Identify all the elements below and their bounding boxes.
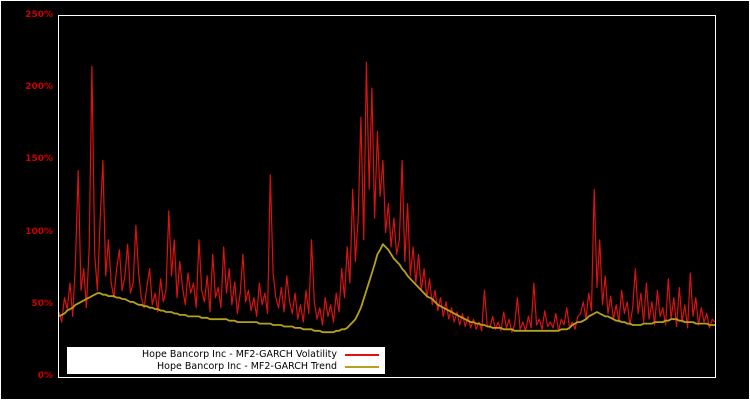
y-axis-tick-label-200: 200%: [25, 82, 53, 92]
y-axis-tick-label-150: 150%: [25, 154, 53, 164]
legend-line-volatility: [345, 353, 379, 356]
legend: Hope Bancorp Inc - MF2-GARCH Volatility …: [67, 347, 385, 374]
legend-label-trend: Hope Bancorp Inc - MF2-GARCH Trend: [157, 360, 337, 372]
plot-lines-svg: [59, 61, 715, 334]
y-axis-tick-label-50: 50%: [31, 299, 53, 309]
y-axis-tick-label-0: 0%: [37, 371, 53, 381]
y-axis-tick-label-100: 100%: [25, 227, 53, 237]
legend-label-volatility: Hope Bancorp Inc - MF2-GARCH Volatility: [141, 348, 337, 360]
plot-area: [58, 15, 716, 378]
legend-line-trend: [345, 365, 379, 368]
legend-entry-trend: Hope Bancorp Inc - MF2-GARCH Trend: [73, 361, 379, 373]
y-axis-tick-label-250: 250%: [25, 10, 53, 20]
trend-line: [59, 243, 715, 334]
legend-entry-volatility: Hope Bancorp Inc - MF2-GARCH Volatility: [73, 349, 379, 361]
volatility-line: [59, 61, 715, 333]
